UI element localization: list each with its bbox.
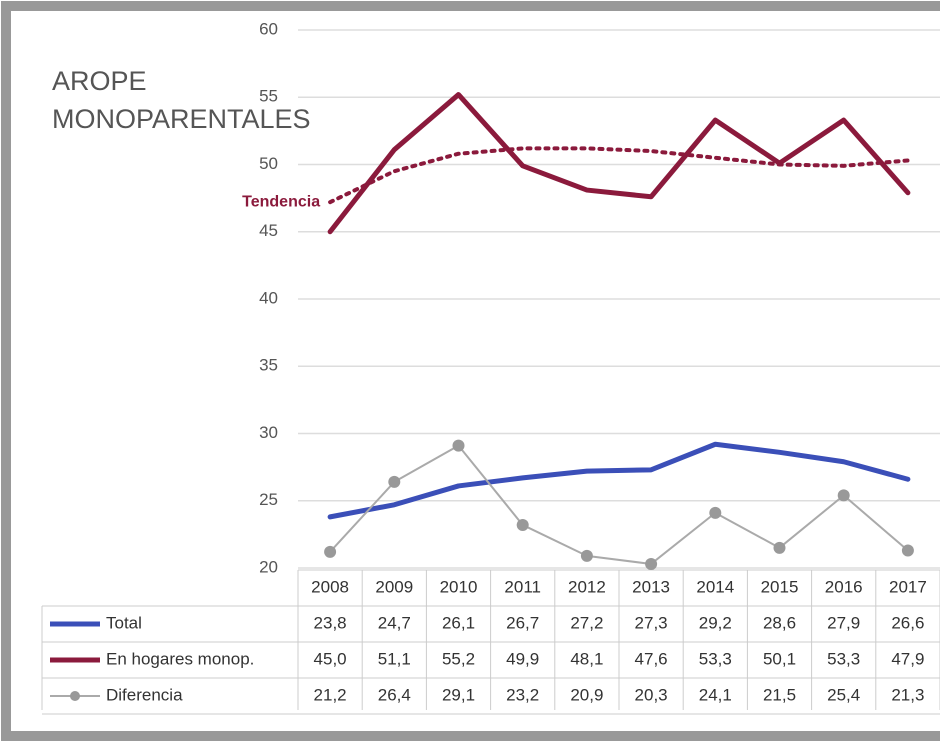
- trend-line: [328, 146, 910, 205]
- table-cell: 29,1: [442, 685, 475, 704]
- series-marker: [516, 518, 529, 531]
- table-cell: 26,7: [506, 613, 539, 632]
- table-cell: 48,1: [570, 649, 603, 668]
- table-cell: 45,0: [314, 649, 347, 668]
- x-tick-label: 2009: [375, 577, 413, 596]
- table-cell: 53,3: [827, 649, 860, 668]
- series-marker: [709, 506, 722, 519]
- table-cell: 23,2: [506, 685, 539, 704]
- y-tick-label: 40: [259, 288, 278, 307]
- series-marker: [901, 544, 914, 557]
- table-cell: 21,5: [763, 685, 796, 704]
- x-tick-label: 2017: [889, 577, 927, 596]
- y-tick-label: 55: [259, 87, 278, 106]
- table-cell: 23,8: [314, 613, 347, 632]
- table-cell: 51,1: [378, 649, 411, 668]
- y-tick-label: 30: [259, 423, 278, 442]
- table-cell: 24,7: [378, 613, 411, 632]
- x-tick-label: 2015: [761, 577, 799, 596]
- x-tick-label: 2011: [504, 577, 541, 596]
- series-marker: [837, 489, 850, 502]
- table-cell: 27,9: [827, 613, 860, 632]
- y-tick-label: 35: [259, 356, 278, 375]
- table-cell: 47,9: [891, 649, 924, 668]
- x-tick-label: 2014: [696, 577, 734, 596]
- table-cell: 53,3: [699, 649, 732, 668]
- table-cell: 26,1: [442, 613, 475, 632]
- series-marker: [452, 439, 465, 452]
- table-cell: 20,9: [570, 685, 603, 704]
- table-cell: 50,1: [763, 649, 796, 668]
- table-cell: 26,6: [891, 613, 924, 632]
- table-cell: 49,9: [506, 649, 539, 668]
- series-marker: [773, 541, 786, 554]
- series-marker: [324, 545, 337, 558]
- x-tick-label: 2013: [632, 577, 670, 596]
- table-cell: 28,6: [763, 613, 796, 632]
- table-cell: 47,6: [635, 649, 668, 668]
- table-cell: 24,1: [699, 685, 732, 704]
- legend-label: En hogares monop.: [106, 649, 254, 668]
- table-cell: 20,3: [635, 685, 668, 704]
- series-line: [327, 92, 911, 235]
- table-cell: 55,2: [442, 649, 475, 668]
- y-tick-label: 50: [259, 154, 278, 173]
- x-tick-label: 2010: [440, 577, 478, 596]
- series-line: [329, 444, 909, 565]
- table-cell: 21,2: [314, 685, 347, 704]
- y-tick-label: 25: [259, 490, 278, 509]
- series-marker: [388, 475, 401, 488]
- series-line: [327, 441, 911, 520]
- y-tick-label: 20: [259, 557, 278, 576]
- legend-label: Diferencia: [106, 685, 183, 704]
- table-cell: 21,3: [891, 685, 924, 704]
- y-tick-label: 60: [259, 19, 278, 38]
- table-cell: 29,2: [699, 613, 732, 632]
- y-tick-label: 45: [259, 221, 278, 240]
- table-cell: 25,4: [827, 685, 860, 704]
- table-cell: 27,2: [570, 613, 603, 632]
- x-tick-label: 2016: [825, 577, 863, 596]
- table-cell: 27,3: [635, 613, 668, 632]
- x-tick-label: 2008: [311, 577, 349, 596]
- trend-label: Tendencia: [242, 193, 320, 210]
- legend-marker: [70, 691, 80, 701]
- legend-label: Total: [106, 613, 142, 632]
- table-cell: 26,4: [378, 685, 411, 704]
- chart-title: AROPE MONOPARENTALES: [52, 66, 311, 134]
- x-tick-label: 2012: [568, 577, 606, 596]
- series-marker: [645, 557, 658, 570]
- series-marker: [580, 549, 593, 562]
